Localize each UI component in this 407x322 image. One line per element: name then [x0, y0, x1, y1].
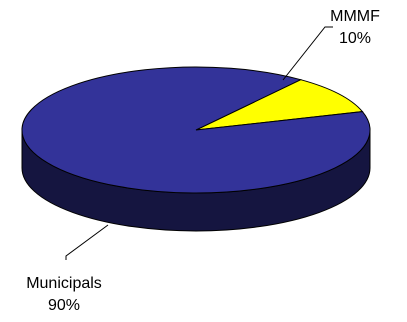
mmmf-leader-line [282, 26, 333, 81]
municipals-label-name: Municipals [26, 275, 102, 292]
mmmf-label-percent: 10% [339, 30, 371, 47]
pie-slice-mmmf [195, 79, 364, 131]
pie-body [21, 66, 371, 232]
mmmf-label-name: MMMF [330, 8, 380, 25]
pie-slice-municipals [21, 66, 371, 194]
municipals-leader-line [65, 224, 109, 260]
municipals-label-percent: 90% [48, 297, 80, 314]
